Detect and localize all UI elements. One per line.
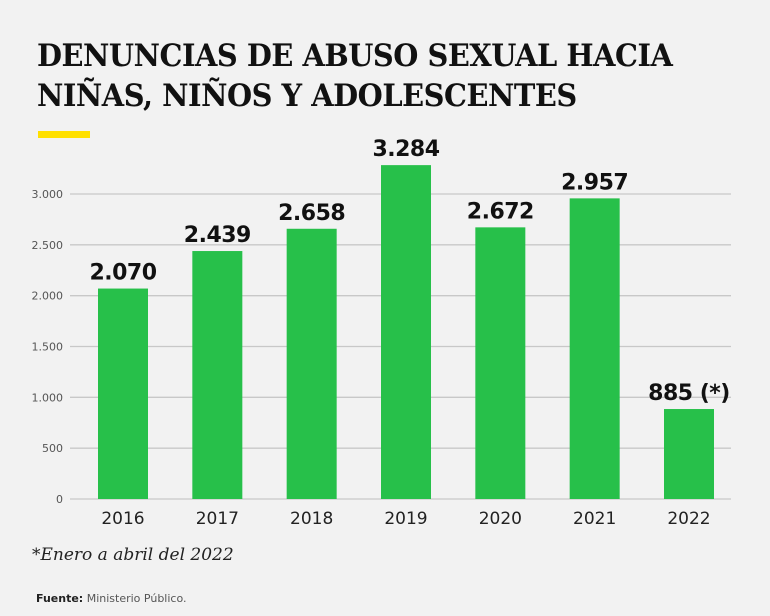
x-tick-label: 2020 xyxy=(479,509,522,529)
x-tick-label: 2019 xyxy=(384,509,427,529)
x-tick-label: 2022 xyxy=(667,509,710,529)
bar-chart: 0 500 1.000 1.500 2.000 2.500 3.000 2.070 2.439… xyxy=(32,137,731,529)
y-tick-label: 1.000 xyxy=(32,391,64,404)
y-tick-label: 2.000 xyxy=(32,290,64,303)
bars xyxy=(98,165,714,500)
data-label: 2.658 xyxy=(278,201,345,226)
chart-title: DENUNCIAS DE ABUSO SEXUAL HACIA NIÑAS, N… xyxy=(37,36,688,116)
y-tick-label: 2.500 xyxy=(32,239,64,252)
chart-title-line-2: NIÑAS, NIÑOS Y ADOLESCENTES xyxy=(37,78,577,114)
bar xyxy=(286,228,337,499)
y-axis-ticks: 0 500 1.000 1.500 2.000 2.500 3.000 xyxy=(32,188,64,506)
data-label: 2.439 xyxy=(184,223,251,248)
x-axis-ticks: 2016 2017 2018 2019 2020 2021 2022 xyxy=(101,509,710,529)
x-tick-label: 2021 xyxy=(573,509,616,529)
bar xyxy=(664,409,714,499)
data-label: 3.284 xyxy=(372,137,439,162)
x-tick-label: 2016 xyxy=(101,509,144,529)
chart-title-line-1: DENUNCIAS DE ABUSO SEXUAL HACIA xyxy=(37,38,673,74)
bar xyxy=(98,288,148,499)
source-note: Fuente: Ministerio Público. xyxy=(36,592,187,605)
data-label: 2.070 xyxy=(89,261,156,286)
bar xyxy=(192,251,243,499)
source-label: Fuente: xyxy=(36,592,84,605)
data-labels: 2.070 2.439 2.658 3.284 2.672 2.957 885 (*) xyxy=(89,137,730,406)
x-tick-label: 2017 xyxy=(196,509,239,529)
data-label: 885 (*) xyxy=(648,381,730,406)
y-tick-label: 1.500 xyxy=(32,341,64,354)
bar xyxy=(569,198,620,499)
y-tick-label: 0 xyxy=(56,493,63,506)
bar xyxy=(475,227,526,499)
source-value: Ministerio Público. xyxy=(83,592,187,605)
accent-bar xyxy=(38,131,90,138)
x-tick-label: 2018 xyxy=(290,509,333,529)
footnote: *Enero a abril del 2022 xyxy=(32,545,234,565)
data-label: 2.672 xyxy=(467,199,534,224)
data-label: 2.957 xyxy=(561,170,628,195)
y-tick-label: 3.000 xyxy=(32,188,64,201)
y-tick-label: 500 xyxy=(42,442,63,455)
bar xyxy=(381,165,431,500)
